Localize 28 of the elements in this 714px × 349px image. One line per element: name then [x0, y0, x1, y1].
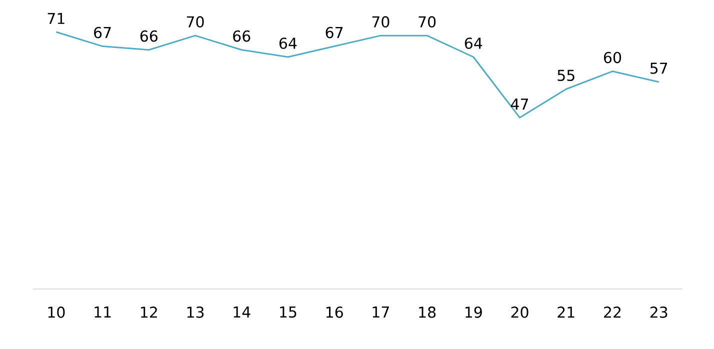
data-label: 47 [510, 98, 528, 110]
data-label: 66 [140, 30, 158, 42]
data-label: 70 [418, 16, 436, 28]
data-label: 60 [604, 52, 622, 64]
x-tick-label: 16 [326, 306, 343, 318]
x-tick-label: 11 [94, 306, 111, 318]
x-tick-label: 21 [558, 306, 574, 318]
data-label: 66 [233, 30, 250, 42]
data-label: 70 [186, 16, 204, 28]
data-label: 67 [94, 26, 111, 38]
data-label: 71 [48, 12, 64, 24]
data-label: 57 [650, 62, 668, 74]
x-tick-label: 18 [419, 306, 436, 318]
x-tick-label: 15 [280, 306, 296, 318]
x-tick-label: 12 [141, 306, 157, 318]
x-tick-label: 20 [511, 306, 528, 318]
x-tick-label: 14 [234, 306, 250, 318]
x-tick-label: 10 [48, 306, 65, 318]
x-tick-label: 13 [187, 306, 204, 318]
data-label: 64 [279, 38, 297, 49]
data-label: 67 [326, 26, 343, 38]
data-label: 70 [372, 16, 390, 28]
x-tick-label: 22 [604, 306, 621, 318]
data-label: 55 [558, 70, 574, 82]
x-tick-label: 19 [466, 306, 482, 318]
data-label: 64 [464, 38, 482, 49]
x-tick-label: 17 [372, 306, 389, 318]
x-tick-label: 23 [650, 306, 668, 318]
